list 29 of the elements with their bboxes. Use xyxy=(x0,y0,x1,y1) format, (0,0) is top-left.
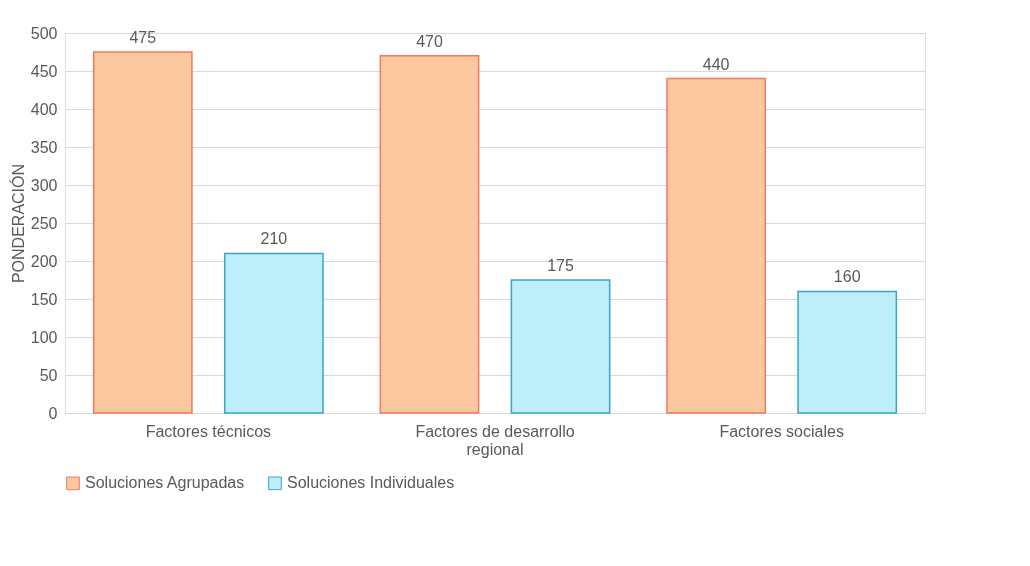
data-label: 210 xyxy=(260,230,288,248)
data-label: 475 xyxy=(129,29,157,46)
bar xyxy=(797,290,898,414)
y-tick-label: 500 xyxy=(30,24,58,42)
bar xyxy=(379,55,480,414)
data-label: 160 xyxy=(833,268,861,286)
y-tick-label: 300 xyxy=(30,176,58,194)
bar xyxy=(510,279,611,414)
x-tick-label: Factores de desarrollo regional xyxy=(415,422,575,458)
y-tick-label: 200 xyxy=(30,252,58,270)
y-tick-label: 50 xyxy=(39,366,58,384)
y-tick-label: 100 xyxy=(30,328,58,346)
data-label: 175 xyxy=(547,257,574,274)
y-tick-label: 250 xyxy=(30,214,58,232)
bar xyxy=(223,252,324,414)
data-label: 470 xyxy=(416,32,443,50)
y-tick-label: 350 xyxy=(30,138,58,156)
bar xyxy=(666,77,767,414)
legend-label: Soluciones Individuales xyxy=(287,474,455,492)
y-axis-title: PONDERACIÓN xyxy=(8,163,27,284)
bar xyxy=(92,51,193,414)
y-tick-label: 150 xyxy=(30,290,58,308)
x-tick-label: Factores técnicos xyxy=(145,422,272,440)
y-tick-label: 0 xyxy=(48,404,58,422)
legend-label: Soluciones Agrupadas xyxy=(85,474,245,492)
x-tick-label: Factores sociales xyxy=(719,422,844,440)
y-tick-label: 450 xyxy=(30,62,58,80)
data-label: 440 xyxy=(702,55,730,73)
y-tick-label: 400 xyxy=(30,100,58,118)
